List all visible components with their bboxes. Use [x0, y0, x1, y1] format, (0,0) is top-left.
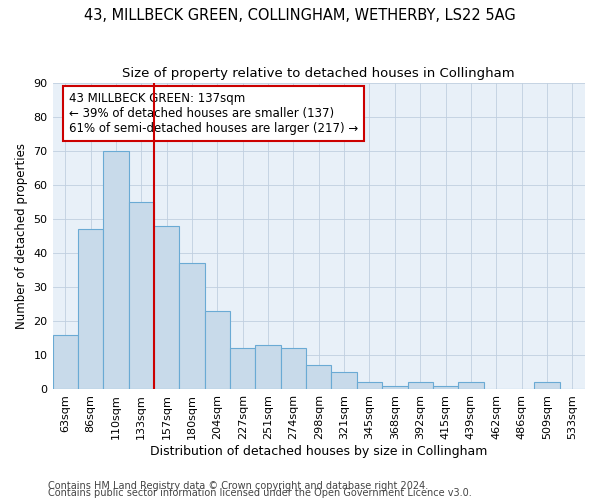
Bar: [407, 382, 433, 389]
Bar: [128, 202, 154, 389]
Text: Contains HM Land Registry data © Crown copyright and database right 2024.: Contains HM Land Registry data © Crown c…: [48, 481, 428, 491]
Bar: [53, 334, 78, 389]
Bar: [357, 382, 382, 389]
Bar: [331, 372, 357, 389]
Title: Size of property relative to detached houses in Collingham: Size of property relative to detached ho…: [122, 68, 515, 80]
Bar: [230, 348, 256, 389]
Text: Contains public sector information licensed under the Open Government Licence v3: Contains public sector information licen…: [48, 488, 472, 498]
Bar: [205, 311, 230, 389]
Bar: [103, 151, 128, 389]
X-axis label: Distribution of detached houses by size in Collingham: Distribution of detached houses by size …: [150, 444, 487, 458]
Bar: [256, 345, 281, 389]
Text: 43 MILLBECK GREEN: 137sqm
← 39% of detached houses are smaller (137)
61% of semi: 43 MILLBECK GREEN: 137sqm ← 39% of detac…: [68, 92, 358, 135]
Bar: [179, 263, 205, 389]
Bar: [534, 382, 560, 389]
Text: 43, MILLBECK GREEN, COLLINGHAM, WETHERBY, LS22 5AG: 43, MILLBECK GREEN, COLLINGHAM, WETHERBY…: [84, 8, 516, 22]
Y-axis label: Number of detached properties: Number of detached properties: [15, 143, 28, 329]
Bar: [306, 365, 331, 389]
Bar: [281, 348, 306, 389]
Bar: [458, 382, 484, 389]
Bar: [154, 226, 179, 389]
Bar: [78, 229, 103, 389]
Bar: [382, 386, 407, 389]
Bar: [433, 386, 458, 389]
